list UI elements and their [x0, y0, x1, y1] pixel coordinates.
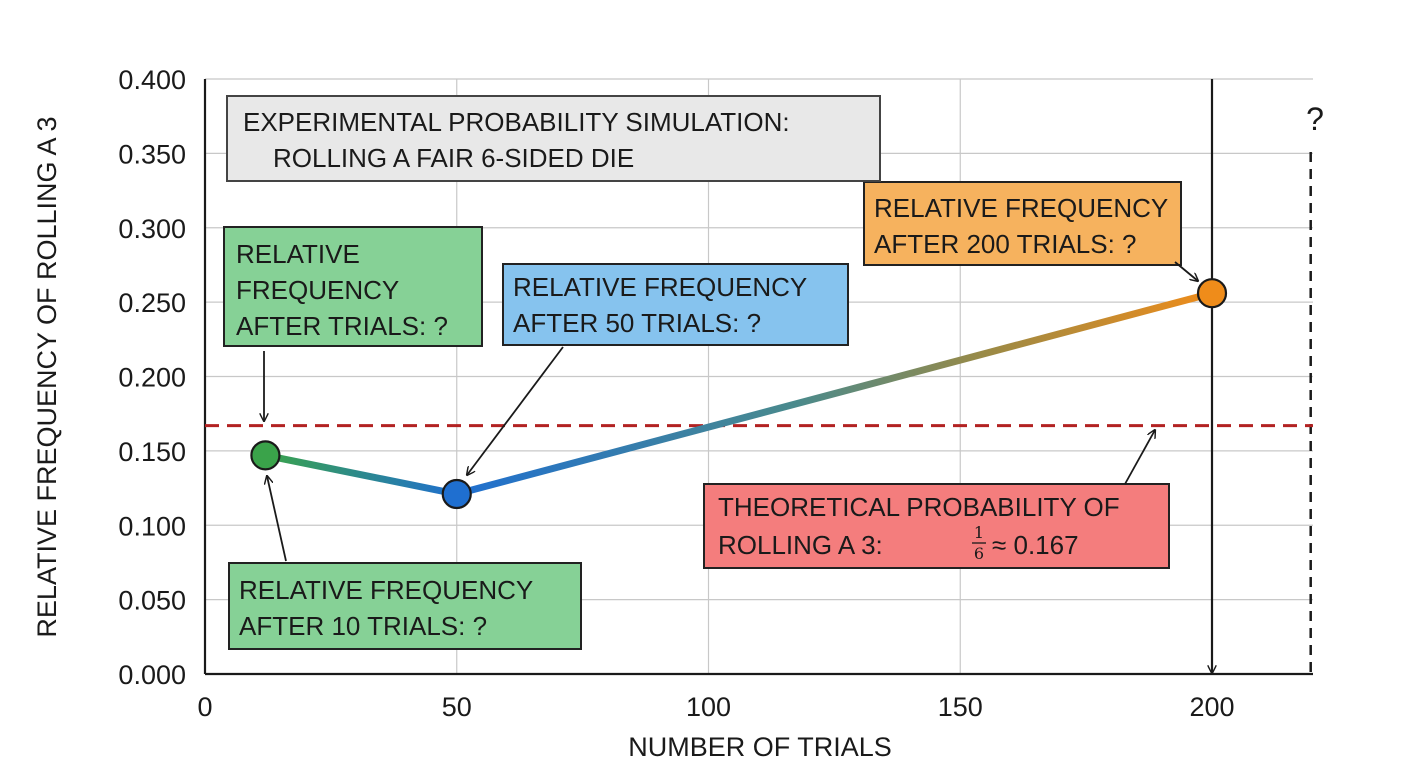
- annotation-arrow: [467, 346, 564, 475]
- axes: 0.000 0.050 0.100 0.150 0.200 0.250 0.300 0.350…: [118, 65, 1313, 722]
- y-axis-title: RELATIVE FREQUENCY OF ROLLING A 3: [32, 116, 62, 637]
- annotation-box: RELATIVE FREQUENCY AFTER 50 TRIALS: ?: [502, 263, 849, 346]
- title-box: EXPERIMENTAL PROBABILITY SIMULATION: ROL…: [226, 95, 881, 182]
- fraction-denominator: 6: [974, 544, 984, 563]
- x-tick-label: 150: [938, 692, 983, 722]
- y-tick-label: 0.150: [118, 437, 186, 467]
- fraction-numerator: 1: [974, 523, 984, 542]
- y-tick-label: 0.200: [118, 363, 186, 393]
- x-tick-label: 100: [686, 692, 731, 722]
- y-tick-label: 0.100: [118, 511, 186, 541]
- data-point: [250, 440, 281, 471]
- annotation-text: FREQUENCY: [236, 275, 399, 305]
- annotation-text: AFTER 10 TRIALS: ?: [239, 611, 487, 641]
- annotation-box: THEORETICAL PROBABILITY OF ROLLING A 3: 1 6…: [703, 483, 1170, 569]
- annotation-text: AFTER 200 TRIALS: ?: [874, 229, 1137, 259]
- y-tick-label: 0.050: [118, 586, 186, 616]
- x-tick-label: 200: [1189, 692, 1234, 722]
- chart-title: EXPERIMENTAL PROBABILITY SIMULATION:: [243, 107, 790, 137]
- annotation-text: AFTER 50 TRIALS: ?: [513, 308, 761, 338]
- series-line-segment: [261, 451, 461, 498]
- series-line-segment: [453, 289, 1216, 498]
- annotation-text: THEORETICAL PROBABILITY OF: [718, 492, 1120, 522]
- annotation-box-bg: [502, 263, 849, 346]
- annotation-box-bg: [703, 483, 1170, 569]
- series-line-layer: [261, 289, 1216, 498]
- annotation-text: RELATIVE FREQUENCY: [239, 575, 533, 605]
- annotation-text: RELATIVE FREQUENCY: [874, 193, 1168, 223]
- x-tick-label: 0: [197, 692, 212, 722]
- annotation-arrow: [267, 476, 287, 562]
- dashed-line-label: ?: [1306, 101, 1324, 137]
- annotation-box-bg: [228, 562, 582, 650]
- x-axis-title: NUMBER OF TRIALS: [628, 732, 892, 762]
- y-tick-label: 0.300: [118, 214, 186, 244]
- y-tick-label: 0.350: [118, 139, 186, 169]
- annotation-text: AFTER TRIALS: ?: [236, 311, 448, 341]
- annotation-arrow: [1124, 430, 1155, 485]
- annotation-text: RELATIVE FREQUENCY: [513, 272, 807, 302]
- x-tick-label: 50: [442, 692, 472, 722]
- annotation-box: RELATIVE FREQUENCY AFTER TRIALS: ?: [223, 226, 483, 347]
- data-point: [441, 478, 472, 510]
- annotation-box-bg: [863, 181, 1182, 266]
- chart-subtitle: ROLLING A FAIR 6-SIDED DIE: [273, 143, 634, 173]
- annotation-text: ROLLING A 3:: [718, 530, 883, 560]
- annotation-box: RELATIVE FREQUENCY AFTER 10 TRIALS: ?: [228, 562, 582, 650]
- y-tick-label: 0.000: [118, 660, 186, 690]
- annotation-arrow: [1174, 261, 1198, 281]
- annotation-box: RELATIVE FREQUENCY AFTER 200 TRIALS: ?: [863, 181, 1182, 266]
- data-point: [1196, 278, 1228, 309]
- approx-value: ≈ 0.167: [992, 530, 1079, 560]
- y-tick-label: 0.250: [118, 288, 186, 318]
- annotation-box-bg: [223, 226, 483, 347]
- y-tick-label: 0.400: [118, 65, 186, 95]
- annotation-text: RELATIVE: [236, 239, 360, 269]
- data-points-layer: [250, 278, 1228, 510]
